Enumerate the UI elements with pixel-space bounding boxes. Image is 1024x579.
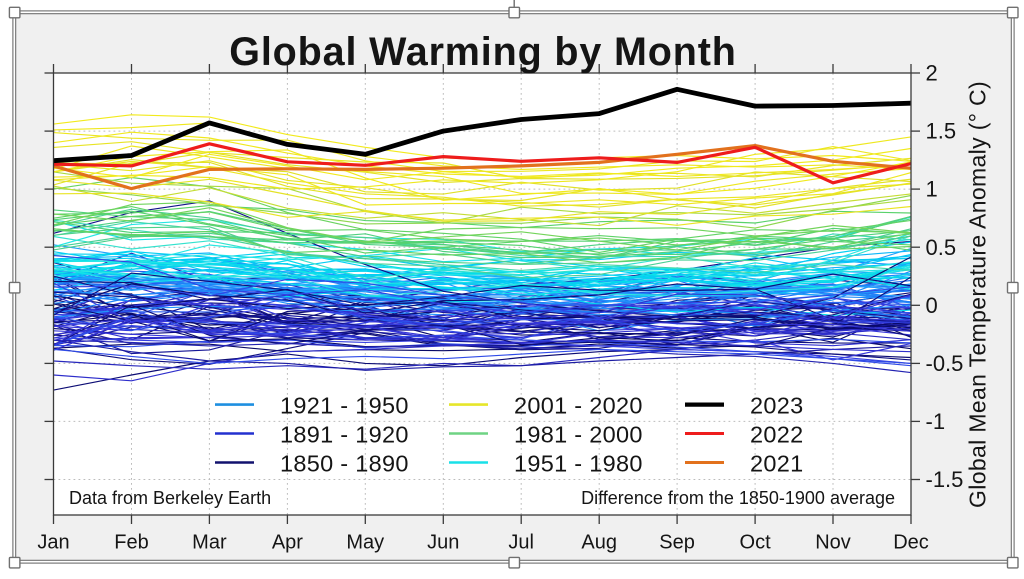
svg-text:1850 - 1890: 1850 - 1890 <box>280 450 409 476</box>
svg-text:2022: 2022 <box>750 421 803 447</box>
svg-text:Sep: Sep <box>659 532 695 554</box>
svg-text:Global Mean Temperature Anomal: Global Mean Temperature Anomaly (° C) <box>965 81 991 508</box>
svg-text:Nov: Nov <box>815 532 851 554</box>
svg-text:1: 1 <box>926 177 938 202</box>
svg-text:2023: 2023 <box>750 393 803 419</box>
svg-text:May: May <box>346 532 384 554</box>
svg-text:2: 2 <box>926 61 938 86</box>
svg-text:Apr: Apr <box>272 532 303 554</box>
svg-text:Data from Berkeley Earth: Data from Berkeley Earth <box>69 488 271 508</box>
svg-text:Mar: Mar <box>192 532 227 554</box>
svg-text:Feb: Feb <box>114 532 148 554</box>
svg-text:1981 - 2000: 1981 - 2000 <box>514 421 643 447</box>
svg-text:1951 - 1980: 1951 - 1980 <box>514 450 643 476</box>
svg-text:Jul: Jul <box>508 532 534 554</box>
svg-text:1891 - 1920: 1891 - 1920 <box>280 421 409 447</box>
svg-text:Oct: Oct <box>740 532 772 554</box>
svg-text:1.5: 1.5 <box>926 119 957 144</box>
svg-text:-0.5: -0.5 <box>926 351 964 376</box>
svg-text:Jan: Jan <box>37 532 69 554</box>
svg-text:0: 0 <box>926 293 938 318</box>
svg-text:-1.5: -1.5 <box>926 467 964 492</box>
svg-text:Difference from the 1850-1900: Difference from the 1850-1900 average <box>581 488 895 508</box>
svg-text:Aug: Aug <box>581 532 617 554</box>
svg-text:2001 - 2020: 2001 - 2020 <box>514 393 643 419</box>
svg-text:2021: 2021 <box>750 450 803 476</box>
svg-text:Jun: Jun <box>427 532 459 554</box>
svg-text:Global Warming by Month: Global Warming by Month <box>229 30 736 74</box>
svg-text:-1: -1 <box>926 409 946 434</box>
svg-text:0.5: 0.5 <box>926 235 957 260</box>
svg-text:1921 - 1950: 1921 - 1950 <box>280 393 409 419</box>
svg-text:Dec: Dec <box>893 532 929 554</box>
